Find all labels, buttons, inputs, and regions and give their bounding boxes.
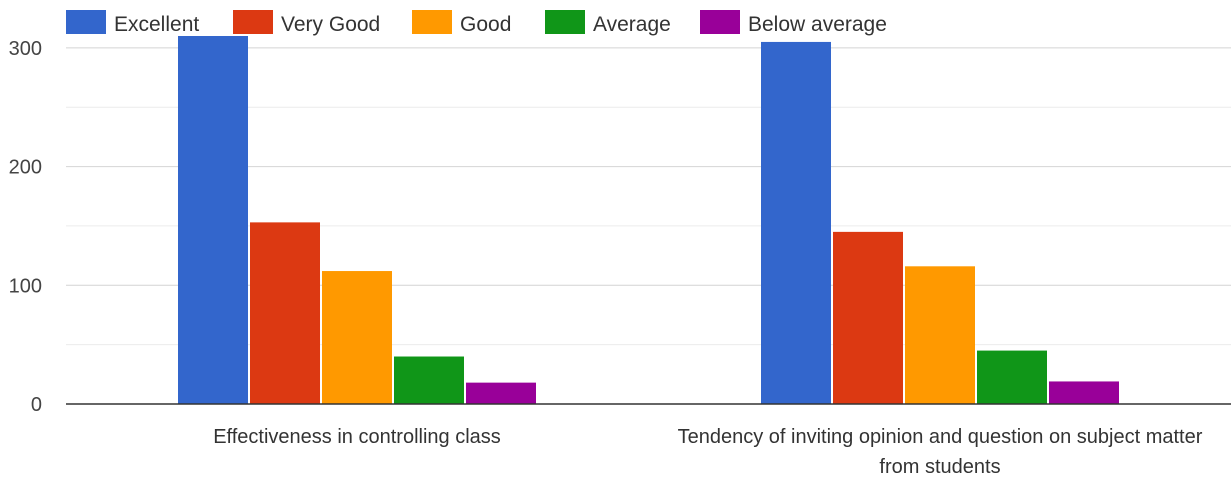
bar-below-average-2[interactable]: [1049, 381, 1119, 404]
y-tick-label: 200: [9, 157, 42, 179]
legend-item-very-good[interactable]: Very Good: [233, 10, 380, 36]
y-tick-label: 0: [31, 394, 42, 416]
legend-item-below-average[interactable]: Below average: [700, 10, 887, 36]
bar-excellent-1[interactable]: [178, 36, 248, 404]
y-axis-ticks: 0 100 200 300: [9, 38, 42, 416]
legend-swatch: [66, 10, 106, 34]
legend[interactable]: Excellent Very Good Good Average Below avera…: [66, 10, 887, 36]
legend-swatch: [545, 10, 585, 34]
legend-label: Below average: [748, 13, 887, 36]
y-tick-label: 300: [9, 38, 42, 60]
bar-good-2[interactable]: [905, 266, 975, 404]
legend-swatch: [700, 10, 740, 34]
x-category-label: from students: [879, 456, 1000, 478]
legend-label: Excellent: [114, 13, 199, 36]
bar-excellent-2[interactable]: [761, 41, 831, 404]
legend-swatch: [233, 10, 273, 34]
bar-below-average-1[interactable]: [466, 382, 536, 404]
bar-very-good-1[interactable]: [250, 222, 320, 404]
legend-label: Good: [460, 13, 511, 36]
bar-very-good-2[interactable]: [833, 231, 903, 404]
x-axis-labels: Effectiveness in controlling class Tenden…: [213, 426, 1203, 478]
y-tick-label: 100: [9, 275, 42, 297]
x-category-label: Effectiveness in controlling class: [213, 426, 501, 448]
legend-item-average[interactable]: Average: [545, 10, 671, 36]
bar-average-1[interactable]: [394, 356, 464, 404]
legend-swatch: [412, 10, 452, 34]
bar-average-2[interactable]: [977, 350, 1047, 404]
legend-item-good[interactable]: Good: [412, 10, 511, 36]
bar-good-1[interactable]: [322, 271, 392, 404]
legend-item-excellent[interactable]: Excellent: [66, 10, 199, 36]
bars: [178, 36, 1119, 404]
legend-label: Very Good: [281, 13, 380, 36]
legend-label: Average: [593, 13, 671, 36]
x-category-label: Tendency of inviting opinion and questio…: [678, 426, 1203, 448]
